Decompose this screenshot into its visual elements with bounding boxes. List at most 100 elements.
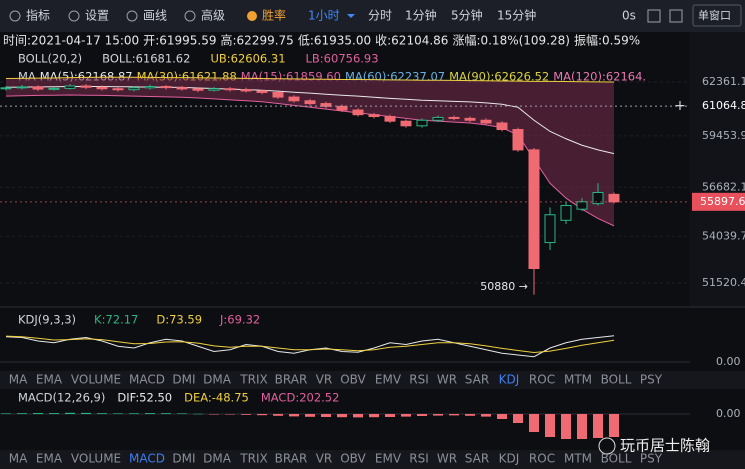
indicator-tab[interactable]: BOLL: [601, 373, 632, 387]
indicator-tab[interactable]: MTM: [564, 373, 592, 387]
countdown: 0s: [622, 9, 636, 23]
macd-bar: [193, 413, 203, 415]
window-mode[interactable]: 单窗口: [698, 8, 731, 22]
macd-bar: [209, 414, 219, 415]
macd-bar: [225, 414, 235, 415]
candle-body: [512, 129, 524, 151]
macd-bar: [497, 414, 507, 419]
tool-button[interactable]: 高级: [201, 8, 225, 23]
legend-item: 开:61995.59: [143, 34, 216, 48]
candle-body: [256, 90, 268, 93]
indicator-tab[interactable]: PSY: [640, 373, 663, 387]
indicator-tab[interactable]: RSI: [409, 373, 429, 387]
crosshair-plus: +: [674, 98, 686, 114]
icon[interactable]: [647, 9, 661, 23]
indicator-tab[interactable]: SAR: [465, 373, 489, 387]
macd-bar: [481, 414, 491, 417]
last-price-label: 55897.6: [700, 195, 745, 208]
candle-body: [368, 114, 380, 118]
candle-body: [544, 214, 556, 244]
macd-bar: [49, 413, 59, 414]
toolbar: [0, 0, 745, 32]
watermark: 玩币居士陈翰: [620, 437, 710, 455]
indicator-tab[interactable]: DMA: [203, 452, 232, 466]
indicator-tab[interactable]: EMA: [36, 452, 63, 466]
indicator-tab[interactable]: MA: [9, 452, 28, 466]
candle-body: [464, 117, 476, 121]
tool-button[interactable]: 指标: [26, 8, 50, 23]
candle-body: [112, 88, 124, 91]
macd-bar: [449, 414, 459, 416]
indicator-tab[interactable]: OBV: [340, 373, 366, 387]
candle-body: [592, 192, 604, 205]
indicator-tab[interactable]: OBV: [340, 452, 366, 466]
macd-bar: [545, 414, 555, 437]
indicator-tab[interactable]: MACD: [129, 373, 165, 387]
indicator-tab[interactable]: PSY: [640, 452, 663, 466]
indicator-tab[interactable]: MA: [9, 373, 28, 387]
legend-item: 振幅:0.59%: [574, 33, 640, 48]
period-button[interactable]: 分时: [368, 9, 392, 23]
macd-bar: [385, 414, 395, 417]
indicator-tab[interactable]: TRIX: [239, 373, 267, 387]
indicator-tab[interactable]: DMI: [172, 373, 195, 387]
indicator-tab[interactable]: BRAR: [275, 452, 308, 466]
tool-icon: [184, 10, 196, 22]
legend-item: D:73.59: [156, 313, 202, 327]
indicator-tab[interactable]: KDJ: [499, 373, 520, 387]
indicator-tab[interactable]: EMA: [36, 373, 63, 387]
legend-item: BOLL:61681.62: [102, 52, 190, 66]
period-button[interactable]: 1分钟: [405, 8, 437, 23]
macd-bar: [273, 414, 283, 416]
legend-item: UB:62606.31: [210, 52, 285, 66]
indicator-tab[interactable]: KDJ: [499, 452, 520, 466]
period-button[interactable]: 5分钟: [451, 8, 483, 23]
y-tick-label: 0.00: [716, 355, 741, 368]
indicator-tab[interactable]: BOLL: [601, 452, 632, 466]
macd-bar: [401, 414, 411, 417]
price-axis: [690, 32, 745, 307]
indicator-tab[interactable]: VR: [316, 373, 333, 387]
icon[interactable]: [669, 9, 683, 23]
macd-bar: [17, 413, 27, 414]
indicator-tab[interactable]: ROC: [529, 373, 555, 387]
indicator-tab[interactable]: EMV: [375, 373, 402, 387]
low-annotation: 50880 →: [480, 280, 528, 293]
indicator-tab[interactable]: TRIX: [239, 452, 267, 466]
indicator-tab[interactable]: RSI: [409, 452, 429, 466]
macd-bar: [417, 414, 427, 416]
tool-button[interactable]: 设置: [85, 9, 109, 23]
macd-bar: [289, 414, 299, 417]
indicator-tab[interactable]: EMV: [375, 452, 402, 466]
indicator-tab[interactable]: DMA: [203, 373, 232, 387]
window-box[interactable]: [692, 4, 742, 27]
indicator-tab[interactable]: VOLUME: [71, 452, 121, 466]
period-button[interactable]: 15分钟: [497, 8, 536, 23]
interval[interactable]: 1小时: [308, 9, 340, 23]
y-tick-label: 62361.1: [702, 75, 745, 88]
legend-item: 时间:2021-04-17 15:00: [3, 34, 139, 48]
tool-icon: [247, 11, 257, 21]
macd-bar: [305, 414, 315, 417]
indicator-tab[interactable]: VOLUME: [71, 373, 121, 387]
candle-body: [496, 122, 508, 131]
indicator-tab[interactable]: WR: [437, 452, 457, 466]
macd-bar: [593, 414, 603, 438]
indicator-tab[interactable]: ROC: [529, 452, 555, 466]
win-rate[interactable]: 胜率: [262, 8, 286, 23]
legend-item: 低:61935.00: [298, 34, 371, 48]
indicator-tab[interactable]: BRAR: [275, 373, 308, 387]
candle-body: [144, 86, 156, 89]
indicator-tab[interactable]: WR: [437, 373, 457, 387]
tab-row: [0, 450, 745, 469]
indicator-tab[interactable]: DMI: [172, 452, 195, 466]
indicator-tab[interactable]: SAR: [465, 452, 489, 466]
macd-bar: [433, 414, 443, 416]
indicator-tab[interactable]: MTM: [564, 452, 592, 466]
macd-bar: [65, 412, 75, 414]
indicator-tab[interactable]: MACD: [129, 452, 165, 466]
legend-item: BOLL(20,2): [18, 52, 82, 66]
tool-button[interactable]: 画线: [143, 9, 167, 23]
indicator-tab[interactable]: VR: [316, 452, 333, 466]
